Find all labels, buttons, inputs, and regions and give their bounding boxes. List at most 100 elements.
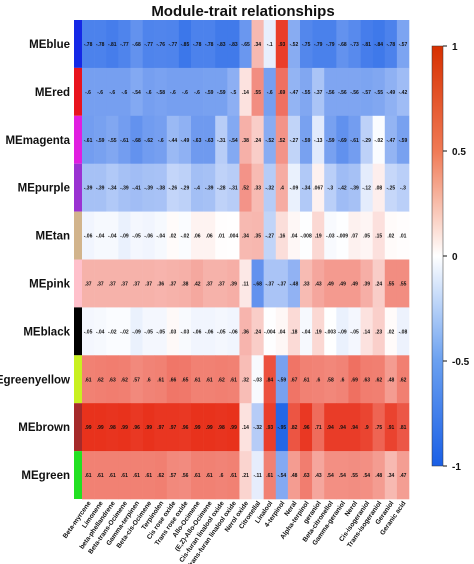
cell-value-label: .18	[290, 329, 297, 335]
heatmap-cell	[312, 259, 325, 308]
cell-value-label: .62	[157, 473, 164, 479]
cell-value-label: -.57	[362, 90, 371, 96]
cell-value-label: -.44	[169, 138, 178, 144]
row-label: MEgreenyellow	[0, 374, 70, 386]
heatmap-cell	[130, 403, 143, 452]
heatmap-cell	[384, 115, 398, 164]
heatmap-cell	[396, 20, 410, 69]
heatmap-cell	[166, 115, 180, 164]
cell-value-label: -.48	[290, 281, 299, 287]
cell-value-label: .99	[194, 425, 201, 431]
cell-value-label: .61	[157, 377, 164, 383]
cell-value-label: .61	[303, 377, 310, 383]
heatmap-cell	[372, 20, 386, 69]
cell-value-label: .96	[181, 425, 188, 431]
heatmap-cell	[142, 163, 155, 212]
cell-value-label: -.6	[194, 90, 200, 96]
cell-value-label: .48	[375, 473, 382, 479]
cell-value-label: -.04	[302, 329, 311, 335]
heatmap-cell	[106, 307, 119, 356]
heatmap-cell	[82, 20, 95, 69]
heatmap-cell	[384, 20, 398, 69]
cell-value-label: -.05	[144, 329, 153, 335]
row-label: MEbrown	[18, 422, 70, 434]
heatmap-cell	[384, 307, 398, 356]
heatmap-cell	[178, 115, 192, 164]
heatmap-cell	[336, 451, 349, 500]
cell-value-label: .14	[242, 425, 249, 431]
cell-value-label: .24	[254, 138, 261, 144]
heatmap-cell	[130, 451, 143, 500]
cell-value-label: -.27	[290, 138, 299, 144]
cell-value-label: .9	[365, 425, 369, 431]
heatmap-cell	[82, 115, 95, 164]
cell-value-label: .14	[242, 90, 249, 96]
cell-value-label: -.41	[132, 186, 141, 192]
heatmap-cell	[300, 67, 313, 117]
cell-value-label: -.04	[96, 234, 105, 240]
cell-value-label: -.6	[158, 138, 164, 144]
heatmap-cell	[215, 115, 228, 164]
cell-value-label: .67	[290, 377, 297, 383]
heatmap-cell	[203, 307, 216, 356]
heatmap-cell	[324, 403, 337, 452]
cell-value-label: .61	[230, 377, 237, 383]
cell-value-label: .37	[121, 281, 128, 287]
heatmap-cell	[82, 67, 95, 117]
cell-value-label: -.79	[326, 42, 335, 48]
row-color-swatch	[74, 20, 82, 68]
cell-value-label: .75	[375, 425, 382, 431]
heatmap-cell	[130, 211, 143, 260]
cell-value-label: -.29	[362, 138, 371, 144]
heatmap-cell	[166, 163, 180, 212]
cell-value-label: .067	[313, 186, 323, 192]
heatmap-cell	[336, 211, 349, 260]
cell-value-label: .01	[399, 234, 406, 240]
cell-value-label: -.39	[84, 186, 93, 192]
row-label: MEmagenta	[5, 135, 70, 147]
heatmap-cell	[166, 403, 180, 452]
cell-value-label: .99	[206, 425, 213, 431]
heatmap-cell	[118, 259, 131, 308]
cell-value-label: .6	[316, 377, 320, 383]
heatmap-cell	[178, 451, 192, 500]
heatmap-cell	[287, 259, 301, 308]
cell-value-label: -.6	[146, 90, 152, 96]
cell-value-label: .37	[169, 281, 176, 287]
cell-value-label: -.73	[350, 42, 359, 48]
cell-value-label: -.09	[120, 234, 129, 240]
cell-value-label: .62	[121, 377, 128, 383]
heatmap-cell	[106, 163, 119, 212]
cell-value-label: .05	[363, 234, 370, 240]
cell-value-label: -.6	[97, 90, 103, 96]
heatmap-cell	[263, 115, 277, 164]
cell-value-label: -.03	[253, 377, 262, 383]
heatmap-cell	[275, 211, 289, 260]
cell-value-label: -.32	[265, 186, 274, 192]
cell-value-label: -.77	[169, 42, 178, 48]
heatmap-cell	[166, 20, 180, 69]
heatmap-cell	[94, 163, 107, 212]
cell-value-label: -.6	[85, 90, 91, 96]
heatmap-cell	[372, 67, 386, 117]
heatmap-cell	[312, 67, 325, 117]
cell-value-label: -.34	[108, 186, 117, 192]
cell-value-label: .19	[315, 234, 322, 240]
heatmap-cell	[372, 259, 386, 308]
heatmap-cell	[263, 211, 277, 260]
heatmap-cell	[336, 259, 349, 308]
row-color-swatch	[74, 307, 82, 356]
heatmap-cell	[82, 451, 95, 500]
heatmap-cell	[239, 67, 252, 117]
heatmap-cell	[227, 259, 240, 308]
cell-value-label: .55	[387, 281, 394, 287]
heatmap-cell	[287, 211, 301, 260]
row-label: MEblack	[23, 326, 70, 338]
cell-value-label: -.52	[290, 42, 299, 48]
cell-value-label: -.68	[338, 42, 347, 48]
heatmap-cell	[142, 259, 155, 308]
cell-value-label: -.61	[120, 138, 129, 144]
cell-value-label: -.25	[387, 186, 396, 192]
cell-value-label: .65	[181, 377, 188, 383]
heatmap-cell	[203, 259, 216, 308]
